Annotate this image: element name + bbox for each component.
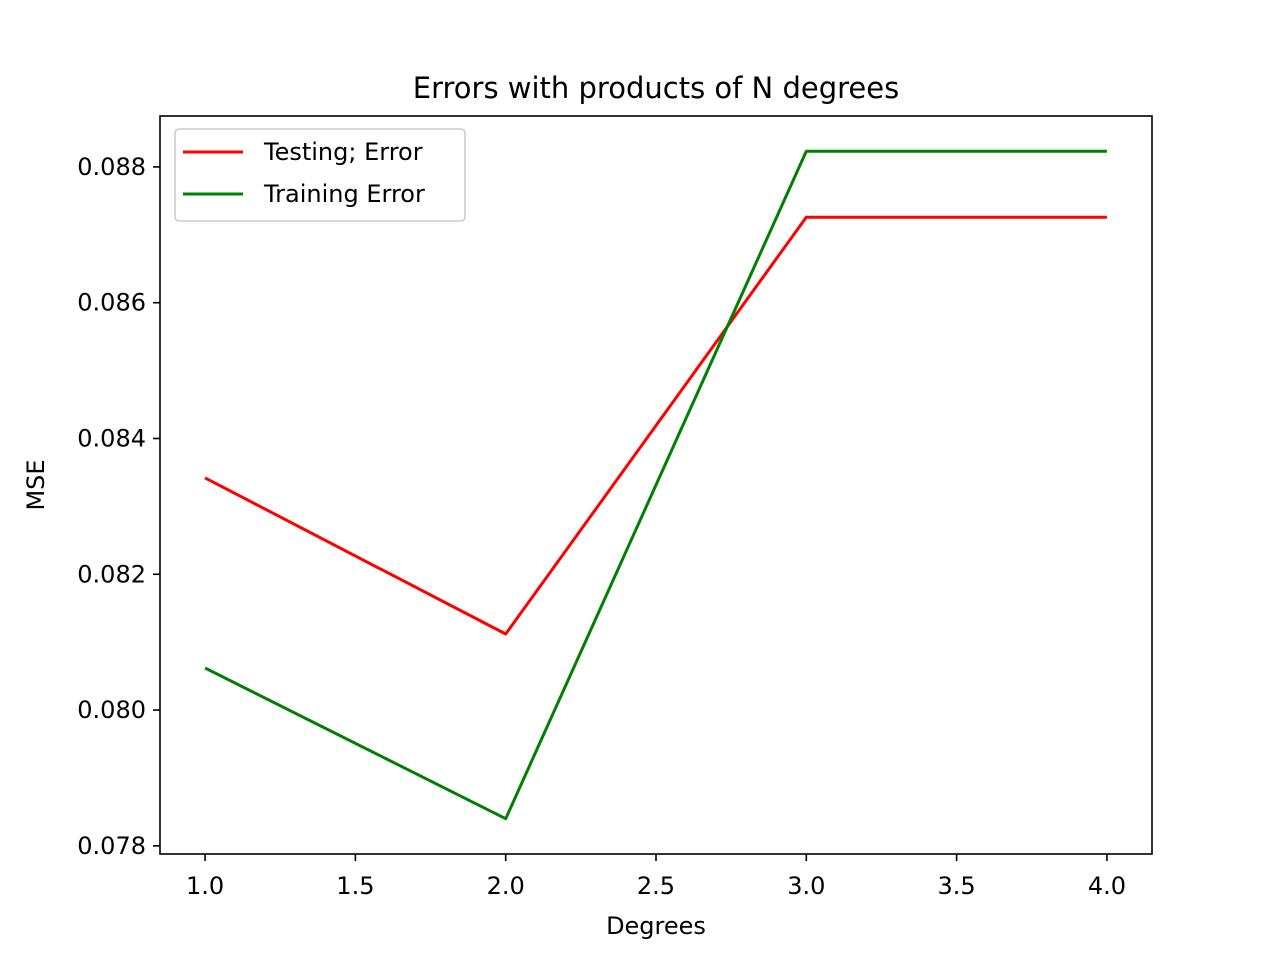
x-tick-label: 3.5 xyxy=(938,872,976,900)
x-axis-label: Degrees xyxy=(606,912,706,940)
y-tick-label: 0.080 xyxy=(77,696,146,724)
series-line-0 xyxy=(204,215,1107,636)
legend-label-0: Testing; Error xyxy=(263,138,423,166)
plot-area xyxy=(204,149,1107,821)
x-tick-label: 2.0 xyxy=(487,872,525,900)
y-tick-label: 0.084 xyxy=(77,424,146,452)
legend-box xyxy=(174,128,466,222)
x-tick-label: 3.0 xyxy=(787,872,825,900)
y-tick-label: 0.088 xyxy=(77,153,146,181)
legend: Testing; Error Training Error xyxy=(174,128,466,222)
axes: 1.0 1.5 2.0 2.5 3.0 3.5 4.0 0.078 0.080 0.082 0.08… xyxy=(77,115,1153,900)
y-tick-label: 0.086 xyxy=(77,289,146,317)
y-tick-label: 0.078 xyxy=(77,832,146,860)
y-tick-label: 0.082 xyxy=(77,560,146,588)
x-tick-label: 4.0 xyxy=(1088,872,1126,900)
x-tick-label: 1.0 xyxy=(186,872,224,900)
chart-title: Errors with products of N degrees xyxy=(413,71,899,105)
series-line-1 xyxy=(204,149,1107,821)
legend-label-1: Training Error xyxy=(263,180,425,208)
x-tick-label: 2.5 xyxy=(637,872,675,900)
x-tick-label: 1.5 xyxy=(336,872,374,900)
y-axis-label: MSE xyxy=(22,459,50,510)
